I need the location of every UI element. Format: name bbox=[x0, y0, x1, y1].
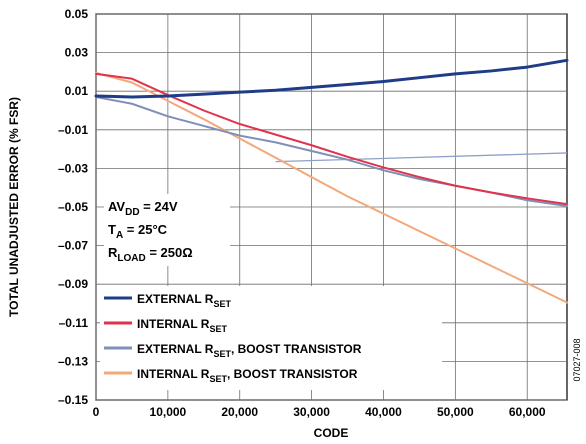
legend-background bbox=[100, 286, 442, 390]
y-tick-label: –0.01 bbox=[58, 123, 88, 137]
y-tick-label: –0.09 bbox=[58, 277, 88, 291]
y-tick-label: –0.11 bbox=[59, 316, 89, 330]
y-tick-label: –0.03 bbox=[58, 161, 88, 175]
series-line-annotation bbox=[275, 152, 568, 163]
y-tick-label: 0.01 bbox=[65, 84, 89, 98]
series-line-1 bbox=[95, 72, 568, 206]
x-tick-label: 20,000 bbox=[221, 405, 258, 419]
legend-label: EXTERNAL RSET, BOOST TRANSISTOR bbox=[137, 342, 362, 359]
x-axis-label: CODE bbox=[314, 426, 349, 440]
y-tick-label: –0.15 bbox=[58, 393, 88, 407]
series-layer bbox=[94, 58, 569, 304]
legend-label: INTERNAL RSET, BOOST TRANSISTOR bbox=[137, 367, 358, 384]
conditions-box: AVDD = 24V TA = 25°C RLOAD = 250Ω bbox=[104, 194, 230, 266]
y-tick-label: –0.07 bbox=[58, 239, 88, 253]
y-tick-label: 0.03 bbox=[65, 46, 89, 60]
x-tick-label: 50,000 bbox=[437, 405, 474, 419]
x-tick-label: 40,000 bbox=[365, 405, 402, 419]
figure-id: 07027-008 bbox=[572, 338, 582, 381]
x-tick-label: 30,000 bbox=[293, 405, 330, 419]
x-tick-label: 60,000 bbox=[509, 405, 546, 419]
y-tick-label: 0.05 bbox=[65, 7, 89, 21]
legend: EXTERNAL RSET INTERNAL RSET EXTERNAL RSET,… bbox=[100, 286, 442, 390]
series-line-3 bbox=[95, 71, 568, 304]
condition-rload: RLOAD = 250Ω bbox=[108, 245, 193, 264]
x-tick-label: 0 bbox=[93, 405, 100, 419]
series-line-0 bbox=[94, 58, 569, 99]
x-tick-label: 10,000 bbox=[150, 405, 187, 419]
condition-ta: TA = 25°C bbox=[108, 222, 168, 241]
legend-label: EXTERNAL RSET bbox=[137, 292, 231, 309]
y-tick-label: –0.13 bbox=[58, 354, 88, 368]
legend-label: INTERNAL RSET bbox=[137, 317, 227, 334]
y-tick-label: –0.05 bbox=[58, 200, 88, 214]
tick-labels: 0.05 0.03 0.01 –0.01 –0.03 –0.05 –0.07 –0.09 –0.… bbox=[58, 7, 546, 419]
condition-avdd: AVDD = 24V bbox=[108, 199, 178, 218]
y-axis-label: TOTAL UNADJUSTED ERROR (% FSR) bbox=[7, 97, 21, 317]
conditions-background bbox=[104, 194, 230, 266]
